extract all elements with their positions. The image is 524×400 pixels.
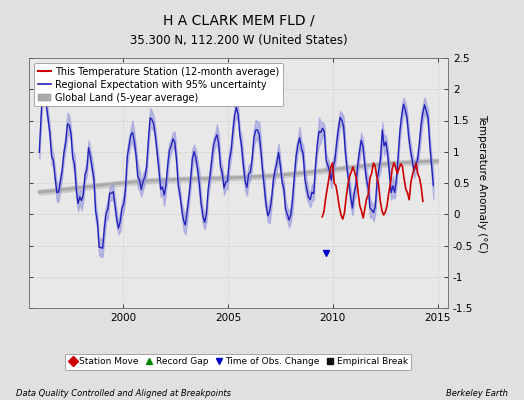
Text: Berkeley Earth: Berkeley Earth bbox=[446, 389, 508, 398]
Legend: Station Move, Record Gap, Time of Obs. Change, Empirical Break: Station Move, Record Gap, Time of Obs. C… bbox=[66, 354, 411, 370]
Text: Data Quality Controlled and Aligned at Breakpoints: Data Quality Controlled and Aligned at B… bbox=[16, 389, 231, 398]
Y-axis label: Temperature Anomaly (°C): Temperature Anomaly (°C) bbox=[477, 114, 487, 252]
Text: 35.300 N, 112.200 W (United States): 35.300 N, 112.200 W (United States) bbox=[129, 34, 347, 47]
Text: H A CLARK MEM FLD /: H A CLARK MEM FLD / bbox=[162, 14, 314, 28]
